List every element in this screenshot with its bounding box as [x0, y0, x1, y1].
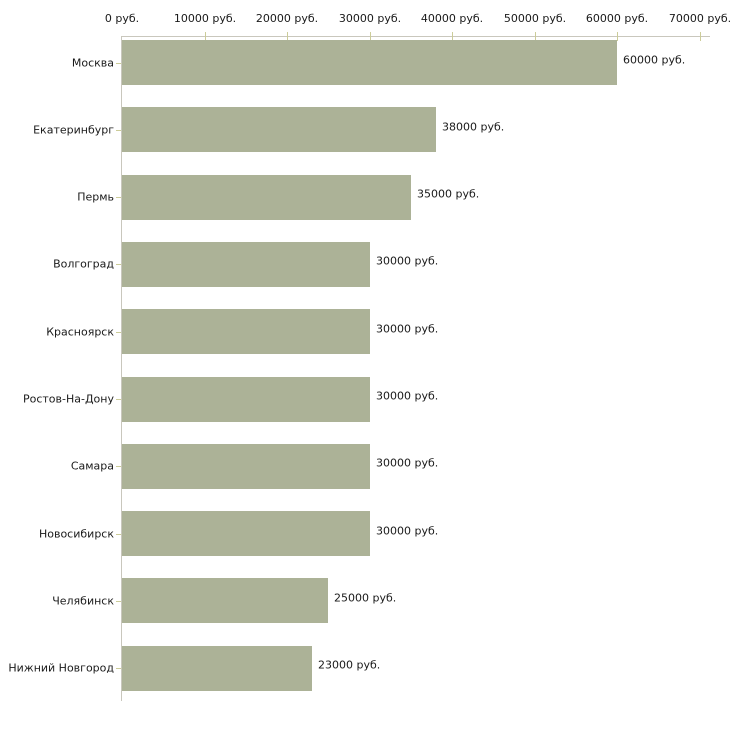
x-axis-line [121, 36, 710, 37]
category-label: Москва [71, 56, 114, 69]
y-axis-line [121, 36, 122, 701]
category-tick-mark [116, 63, 121, 64]
x-axis-tick-mark [700, 32, 701, 41]
bar [122, 443, 370, 489]
bar [122, 40, 617, 85]
x-axis-tick-mark [205, 32, 206, 41]
category-tick-mark [116, 601, 121, 602]
x-axis-tick-label: 60000 руб. [585, 12, 649, 25]
category-tick-mark [116, 534, 121, 535]
value-label: 30000 руб. [376, 389, 439, 403]
category-tick-mark [116, 197, 121, 198]
category-label: Красноярск [46, 325, 114, 339]
value-label: 30000 руб. [376, 254, 439, 268]
value-label: 30000 руб. [376, 456, 439, 470]
bar [122, 241, 370, 287]
value-label: 30000 руб. [376, 322, 439, 336]
bar [122, 107, 436, 153]
x-axis-tick-mark [370, 32, 371, 41]
category-label: Новосибирск [38, 527, 114, 541]
value-label: 30000 руб. [376, 524, 439, 538]
value-label: 60000 руб. [623, 53, 686, 66]
category-label: Самара [70, 459, 114, 473]
category-label: Пермь [77, 190, 114, 204]
category-label: Ростов-На-Дону [22, 392, 114, 406]
category-label: Екатеринбург [33, 123, 114, 137]
x-axis-tick-label: 0 руб. [104, 12, 140, 25]
bar [122, 174, 411, 220]
category-tick-mark [116, 332, 121, 333]
x-axis-tick-mark [617, 32, 618, 41]
category-tick-mark [116, 264, 121, 265]
value-label: 25000 руб. [334, 591, 397, 605]
value-label: 35000 руб. [417, 187, 480, 201]
category-label: Нижний Новгород [8, 661, 114, 675]
bar [122, 645, 312, 691]
x-axis-tick-mark [452, 32, 453, 41]
value-label: 23000 руб. [318, 658, 381, 672]
category-tick-mark [116, 399, 121, 400]
category-tick-mark [116, 466, 121, 467]
bar [122, 309, 370, 355]
bar [122, 511, 370, 557]
category-tick-mark [116, 130, 121, 131]
value-label: 38000 руб. [442, 120, 505, 134]
x-axis-tick-mark [535, 32, 536, 41]
x-axis-tick-label: 40000 руб. [420, 12, 484, 25]
category-tick-mark [116, 668, 121, 669]
bar [122, 578, 328, 624]
category-label: Волгоград [53, 257, 114, 271]
x-axis-tick-label: 50000 руб. [503, 12, 567, 25]
bar [122, 376, 370, 422]
x-axis-tick-label: 70000 руб. [668, 12, 730, 25]
x-axis-tick-label: 20000 руб. [255, 12, 319, 25]
x-axis-tick-mark [287, 32, 288, 41]
category-label: Челябинск [52, 594, 114, 608]
x-axis-tick-label: 10000 руб. [173, 12, 237, 25]
x-axis-tick-label: 30000 руб. [338, 12, 402, 25]
